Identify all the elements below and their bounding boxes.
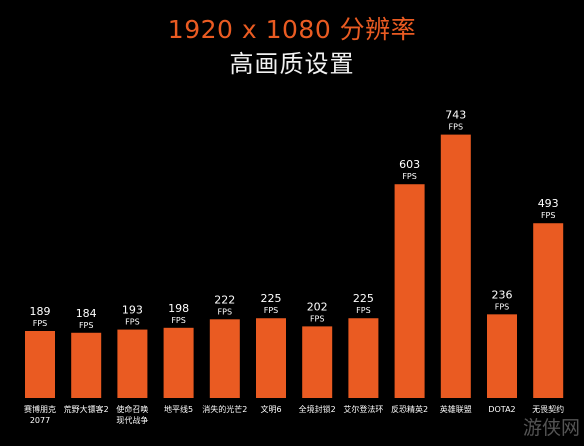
watermark: 游侠网 (522, 417, 580, 439)
category-label: 消失的光芒2 (202, 404, 247, 414)
bar-unit-label: FPS (310, 314, 325, 323)
bar-value-label: 184 (76, 307, 97, 320)
bar-value-label: 236 (492, 288, 513, 301)
category-label: DOTA2 (488, 405, 515, 414)
bar-unit-label: FPS (79, 321, 94, 330)
category-label: 无畏契约 (532, 404, 564, 414)
category-label: 赛博朋克 (24, 404, 56, 414)
category-label: 荒野大镖客2 (64, 404, 109, 414)
category-label: 艾尔登法环 (343, 404, 383, 414)
bar-unit-label: FPS (449, 123, 464, 132)
bar (163, 327, 194, 398)
bar-unit-label: FPS (218, 307, 233, 316)
bar (256, 318, 286, 398)
bar (71, 332, 102, 398)
bar-value-label: 198 (168, 302, 189, 315)
bar-value-label: 202 (307, 300, 328, 313)
category-label: 使命召唤 (116, 404, 148, 414)
bar-unit-label: FPS (125, 318, 140, 327)
category-label: 文明6 (260, 404, 281, 414)
bar (209, 319, 240, 398)
bar (302, 326, 333, 398)
bar (117, 329, 148, 398)
chart-subtitle: 高画质设置 (229, 50, 355, 78)
bar-unit-label: FPS (402, 172, 417, 181)
bar (440, 134, 471, 398)
bar-value-label: 493 (538, 197, 559, 210)
bar-value-label: 222 (214, 293, 235, 306)
category-label: 2077 (30, 416, 50, 425)
bar (394, 184, 425, 398)
category-label: 地平线5 (164, 404, 193, 414)
category-label: 英雄联盟 (440, 404, 472, 414)
bar-unit-label: FPS (264, 306, 279, 315)
bar-value-label: 193 (122, 304, 143, 317)
category-label: 反恐精英2 (391, 404, 428, 414)
bar (25, 330, 55, 398)
bar-unit-label: FPS (541, 211, 556, 220)
bar-unit-label: FPS (171, 316, 186, 325)
bar (533, 223, 564, 398)
bar-value-label: 225 (261, 292, 282, 305)
bar-value-label: 603 (399, 158, 420, 171)
bar-unit-label: FPS (356, 306, 371, 315)
bar-value-label: 189 (30, 305, 51, 318)
bar-value-label: 743 (445, 109, 466, 122)
bar (348, 318, 379, 398)
chart-title: 1920 x 1080 分辨率 (167, 15, 417, 44)
category-label: 全境封锁2 (299, 404, 336, 414)
bar-unit-label: FPS (495, 302, 510, 311)
bar (487, 314, 517, 398)
bar-value-label: 225 (353, 292, 374, 305)
bar-unit-label: FPS (33, 319, 48, 328)
category-label: 现代战争 (116, 415, 148, 425)
